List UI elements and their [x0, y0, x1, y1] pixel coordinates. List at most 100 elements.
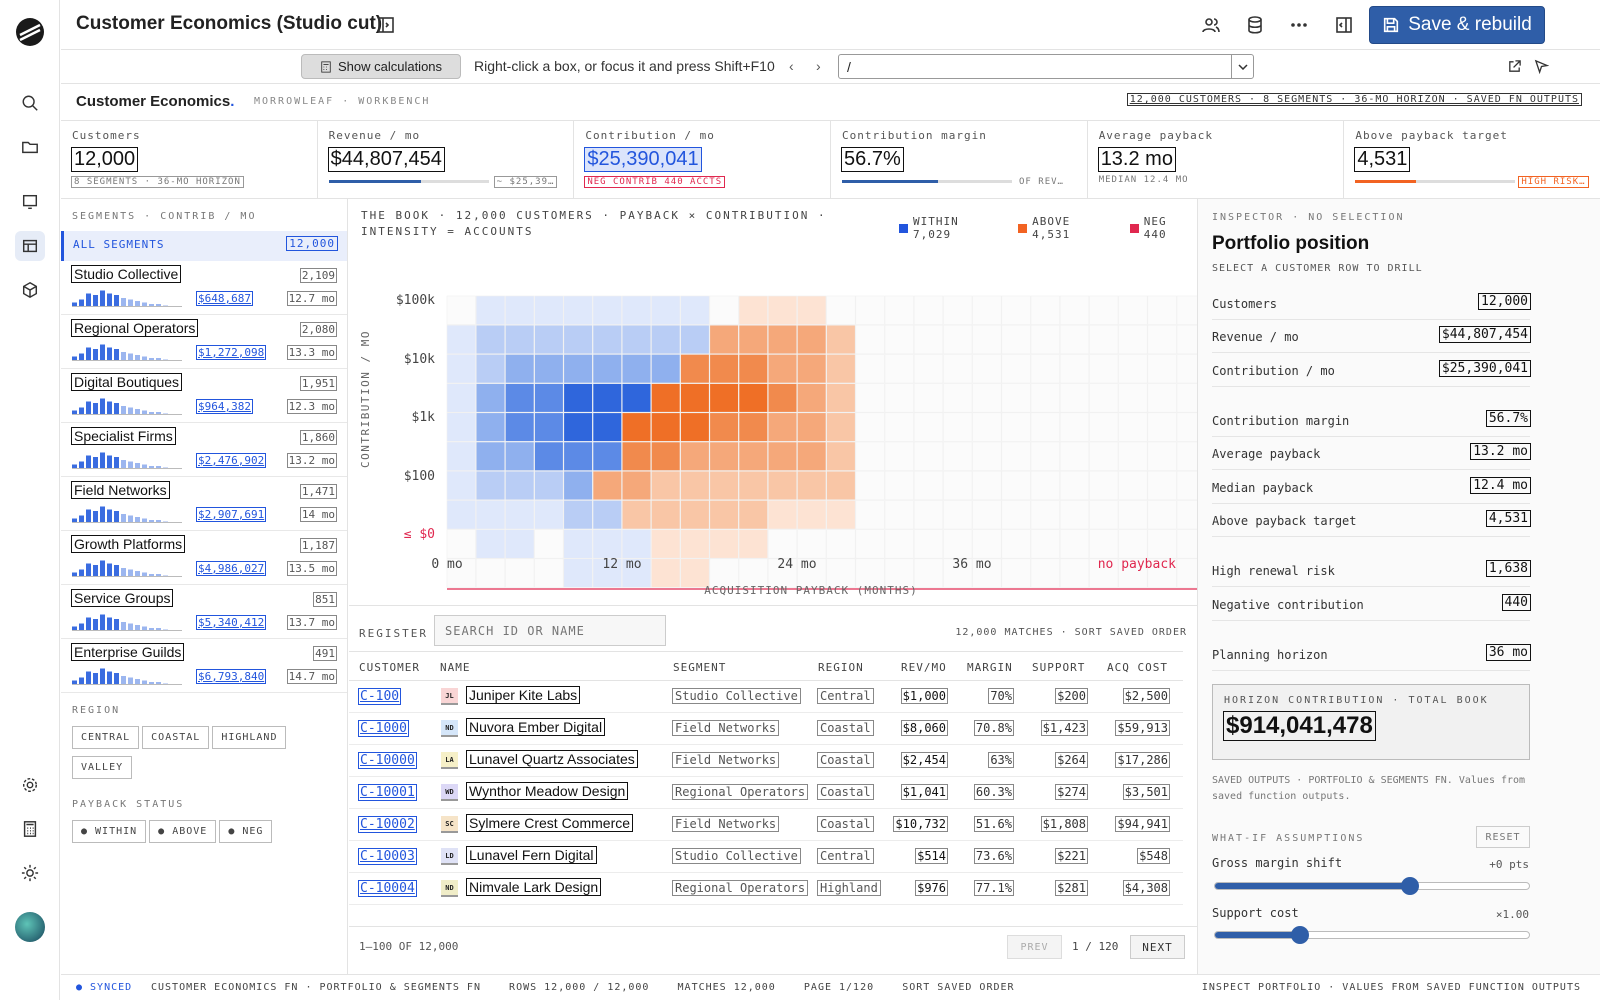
save-rebuild-button[interactable]: Save & rebuild — [1369, 6, 1545, 44]
segment-row[interactable]: Digital Boutiques 1,951 $964,382 12.3 mo — [61, 369, 347, 423]
inspector-value[interactable]: 13.2 mo — [1470, 443, 1531, 460]
inspector-value[interactable]: 36 mo — [1485, 644, 1532, 661]
search-icon[interactable] — [15, 88, 45, 118]
table-row[interactable]: C-10001 WD Wynthor Meadow Design Regiona… — [349, 777, 1183, 809]
table-icon[interactable] — [15, 231, 45, 261]
customer-id-link[interactable]: C-100 — [357, 688, 402, 705]
legend-neg[interactable]: NEG 440 — [1129, 215, 1197, 241]
support-cost-slider[interactable] — [1214, 926, 1530, 944]
pointer-icon[interactable] — [1534, 59, 1550, 79]
region-chip-coastal[interactable]: COASTAL — [142, 726, 210, 749]
customer-name[interactable]: Lunavel Quartz Associates — [466, 750, 638, 768]
payback-chip-above[interactable]: ● ABOVE — [149, 820, 217, 843]
document-title[interactable]: Customer Economics (Studio cut) — [76, 13, 383, 34]
avatar[interactable] — [15, 912, 45, 942]
segment-row[interactable]: Specialist Firms 1,860 $2,476,902 13.2 m… — [61, 423, 347, 477]
customer-name[interactable]: Juniper Kite Labs — [465, 686, 581, 704]
column-header[interactable]: SUPPORT — [1032, 661, 1086, 674]
kpi-payback[interactable]: Average payback 13.2 mo MEDIAN 12.4 MO — [1088, 121, 1345, 198]
customer-id-link[interactable]: C-1000 — [358, 720, 409, 737]
payback-chip-neg[interactable]: ● NEG — [219, 820, 273, 843]
more-icon[interactable] — [1286, 12, 1312, 38]
segment-all[interactable]: ALL SEGMENTS 12,000 — [61, 231, 347, 261]
inspector-value[interactable]: 12.4 mo — [1470, 477, 1531, 494]
prev-page-button[interactable]: PREV — [1007, 935, 1062, 959]
database-icon[interactable] — [1242, 12, 1268, 38]
customer-name[interactable]: Lunavel Fern Digital — [466, 846, 597, 864]
inspector-value[interactable]: 12,000 — [1478, 293, 1531, 310]
region-chip-central[interactable]: CENTRAL — [72, 726, 140, 749]
theme-sun-icon[interactable] — [15, 858, 45, 888]
folder-icon[interactable] — [15, 132, 45, 162]
header-summary[interactable]: 12,000 CUSTOMERS · 8 SEGMENTS · 36-MO HO… — [1126, 93, 1583, 106]
column-header[interactable]: SEGMENT — [673, 661, 727, 674]
column-header[interactable]: MARGIN — [967, 661, 1013, 674]
table-row[interactable]: C-1000 ND Nuvora Ember Digital Field Net… — [349, 713, 1183, 745]
customer-id-link[interactable]: C-10003 — [358, 848, 417, 865]
kpi-customers[interactable]: Customers 12,000 8 SEGMENTS · 36-MO HORI… — [61, 121, 318, 198]
customer-id-link[interactable]: C-10002 — [358, 816, 417, 833]
legend-above[interactable]: ABOVE 4,531 — [1018, 215, 1116, 241]
cube-icon[interactable] — [15, 275, 45, 305]
region-chip-valley[interactable]: VALLEY — [72, 756, 133, 779]
column-header[interactable]: REV/MO — [901, 661, 947, 674]
customer-name[interactable]: Nuvora Ember Digital — [465, 718, 606, 736]
path-input[interactable]: / — [838, 54, 1254, 79]
table-row[interactable]: C-10000 LA Lunavel Quartz Associates Fie… — [349, 745, 1183, 777]
column-header[interactable]: NAME — [440, 661, 471, 674]
customer-id-link[interactable]: C-10000 — [358, 752, 417, 769]
table-row[interactable]: C-10003 LD Lunavel Fern Digital Studio C… — [349, 841, 1183, 873]
kpi-contribution[interactable]: Contribution / mo $25,390,041 NEG CONTRI… — [574, 121, 832, 198]
slider-handle[interactable] — [1290, 926, 1309, 944]
region-chip-highland[interactable]: HIGHLAND — [212, 726, 287, 749]
reset-button[interactable]: RESET — [1476, 826, 1530, 848]
column-header[interactable]: REGION — [818, 661, 864, 674]
column-header[interactable]: CUSTOMER — [359, 661, 420, 674]
customer-name[interactable]: Wynthor Meadow Design — [465, 782, 629, 800]
payback-chip-within[interactable]: ● WITHIN — [72, 820, 147, 843]
inspector-value[interactable]: 440 — [1501, 594, 1532, 611]
monitor-icon[interactable] — [15, 187, 45, 217]
slider-handle[interactable] — [1400, 877, 1419, 895]
inspector-value[interactable]: 4,531 — [1485, 510, 1532, 527]
segment-row[interactable]: Studio Collective 2,109 $648,687 12.7 mo — [61, 261, 347, 315]
calculator-icon[interactable] — [15, 814, 45, 844]
inspector-value[interactable]: $25,390,041 — [1438, 360, 1532, 377]
customer-id-link[interactable]: C-10004 — [358, 880, 417, 897]
settings-icon[interactable] — [15, 770, 45, 800]
segment-row[interactable]: Field Networks 1,471 $2,907,691 14 mo — [61, 477, 347, 531]
chevron-left-icon[interactable]: ‹ — [789, 58, 794, 74]
heatmap-cell — [972, 324, 1002, 355]
inspector-value[interactable]: 1,638 — [1485, 560, 1532, 577]
heatmap-cell — [767, 558, 798, 588]
legend-within[interactable]: WITHIN 7,029 — [899, 215, 1004, 241]
segment-row[interactable]: Regional Operators 2,080 $1,272,098 13.3… — [61, 315, 347, 369]
users-icon[interactable] — [1198, 12, 1224, 38]
gross-margin-slider[interactable] — [1214, 877, 1530, 895]
segment-row[interactable]: Service Groups 851 $5,340,412 13.7 mo — [61, 585, 347, 639]
kpi-revenue[interactable]: Revenue / mo $44,807,454 ~ $25,39… — [318, 121, 575, 198]
show-calculations-button[interactable]: Show calculations — [301, 54, 461, 79]
kpi-above-target[interactable]: Above payback target 4,531 HIGH RISK… — [1344, 121, 1600, 198]
customer-name[interactable]: Sylmere Crest Commerce — [465, 814, 634, 832]
sidebar-toggle-icon[interactable] — [373, 12, 399, 38]
app-logo[interactable] — [14, 16, 46, 48]
table-row[interactable]: C-100 JL Juniper Kite Labs Studio Collec… — [349, 681, 1183, 713]
column-header[interactable]: ACQ COST — [1107, 661, 1168, 674]
table-row[interactable]: C-10002 SC Sylmere Crest Commerce Field … — [349, 809, 1183, 841]
panel-toggle-icon[interactable] — [1331, 12, 1357, 38]
chevron-down-icon[interactable] — [1231, 55, 1253, 78]
table-row[interactable]: C-10004 ND Nimvale Lark Design Regional … — [349, 873, 1183, 905]
register-search-input[interactable] — [434, 615, 666, 646]
inspector-value[interactable]: 56.7% — [1485, 410, 1532, 427]
external-link-icon[interactable] — [1507, 59, 1522, 79]
chevron-right-icon[interactable]: › — [816, 58, 821, 74]
customer-id-link[interactable]: C-10001 — [358, 784, 417, 801]
inspector-value[interactable]: $44,807,454 — [1438, 326, 1532, 343]
kpi-margin[interactable]: Contribution margin 56.7% OF REV… — [831, 121, 1088, 198]
customer-name[interactable]: Nimvale Lark Design — [465, 878, 602, 896]
segment-row[interactable]: Growth Platforms 1,187 $4,986,027 13.5 m… — [61, 531, 347, 585]
next-page-button[interactable]: NEXT — [1130, 935, 1185, 959]
segment-row[interactable]: Enterprise Guilds 491 $6,793,840 14.7 mo — [61, 639, 347, 693]
payback-heatmap[interactable]: CONTRIBUTION / MO $100k $10k $1k $100 ≤ … — [349, 239, 1197, 604]
